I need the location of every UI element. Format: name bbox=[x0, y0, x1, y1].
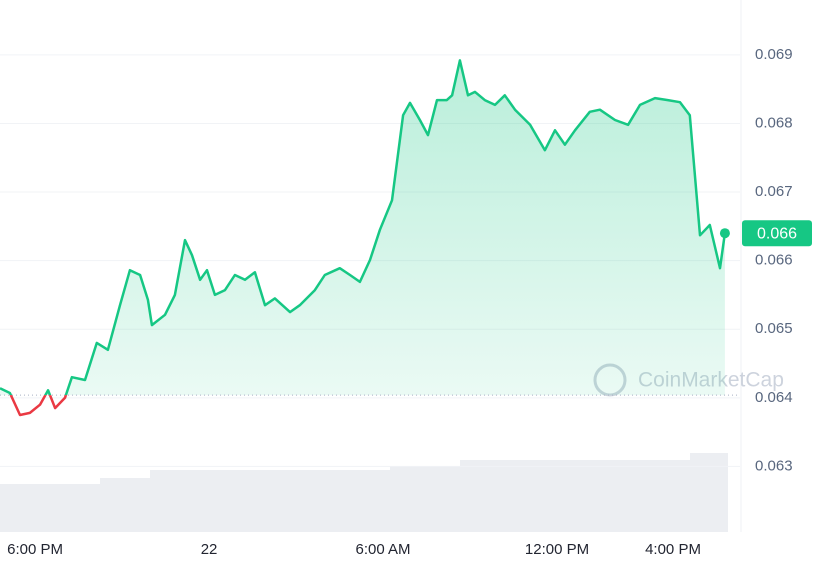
last-price-box bbox=[742, 220, 812, 247]
line-above bbox=[0, 59, 727, 396]
y-tick-label: 0.069 bbox=[755, 46, 793, 63]
x-tick-label: 22 bbox=[201, 541, 218, 558]
volume-bars bbox=[0, 453, 728, 532]
x-tick-label: 6:00 PM bbox=[7, 541, 63, 558]
y-tick-label: 0.064 bbox=[755, 389, 793, 406]
y-tick-label: 0.065 bbox=[755, 320, 793, 337]
area bbox=[0, 60, 725, 396]
y-tick-label: 0.063 bbox=[755, 457, 793, 474]
last-point bbox=[719, 228, 730, 239]
y-tick-label: 0.066 bbox=[755, 252, 793, 269]
x-tick-label: 12:00 PM bbox=[525, 541, 589, 558]
y-tick-label: 0.067 bbox=[755, 183, 793, 200]
x-tick-label: 6:00 AM bbox=[356, 541, 411, 558]
x-tick-label: 4:00 PM bbox=[645, 541, 701, 558]
last-price-label: 0.066 bbox=[757, 225, 797, 242]
y-tick-label: 0.068 bbox=[755, 114, 793, 131]
